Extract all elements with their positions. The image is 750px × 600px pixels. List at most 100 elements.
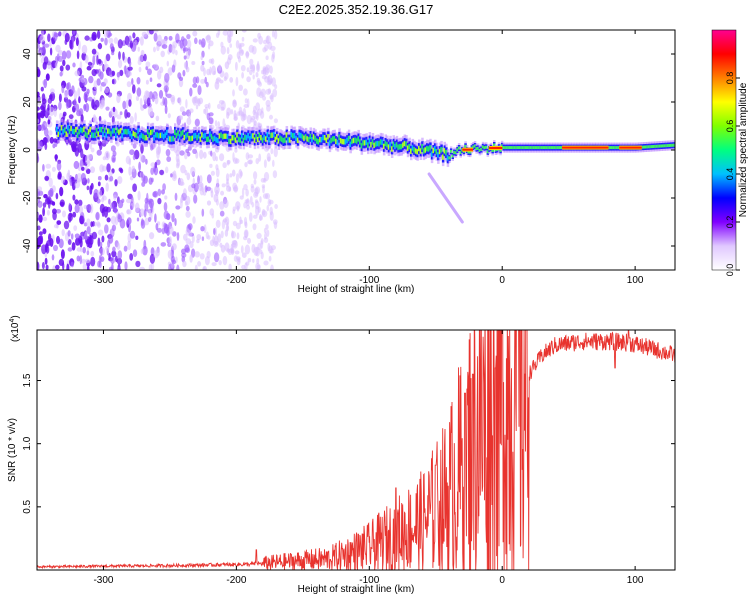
spectrogram-noise-cell	[251, 45, 257, 55]
spectrogram-noise-cell	[76, 110, 82, 117]
signal-core	[99, 126, 102, 133]
spectrogram-noise-cell	[245, 188, 249, 197]
signal-core	[426, 145, 429, 152]
spectrogram-noise-cell	[250, 185, 255, 193]
spectrogram-noise-cell	[109, 266, 113, 270]
spectrogram-noise-cell	[251, 243, 256, 253]
signal-core	[483, 146, 486, 150]
signal-core	[512, 146, 515, 150]
spectrogram-noise-cell	[247, 258, 252, 263]
signal-core	[663, 144, 667, 148]
spectrogram-noise-cell	[126, 209, 130, 215]
signal-core	[215, 137, 218, 143]
spectrogram-noise-cell	[86, 204, 92, 211]
spectrogram-noise-cell	[86, 226, 91, 235]
spectrogram-noise-cell	[86, 250, 90, 256]
signal-hot-core	[488, 147, 503, 149]
signal-core	[615, 146, 619, 150]
spectrogram-noise-cell	[243, 202, 247, 209]
signal-core	[499, 148, 502, 152]
signal-core	[445, 150, 448, 156]
spectrogram-noise-cell	[143, 175, 148, 184]
spectrogram-noise-cell	[192, 83, 198, 88]
signal-core	[646, 145, 649, 149]
spectrogram-noise-cell	[129, 253, 134, 261]
spectrogram-noise-cell	[45, 73, 50, 81]
spectrogram-noise-cell	[124, 65, 127, 75]
spectrogram-noise-cell	[274, 84, 278, 90]
spectrogram-noise-cell	[73, 98, 77, 108]
signal-core	[204, 132, 207, 139]
spectrogram-noise-cell	[219, 210, 225, 217]
signal-core	[290, 131, 293, 138]
signal-core	[242, 137, 246, 144]
spectrogram-noise-cell	[84, 155, 91, 165]
x-tick-label: 100	[627, 275, 644, 286]
spectrogram-noise-cell	[55, 264, 60, 270]
spectrogram-noise-cell	[58, 93, 62, 103]
spectrogram-noise-cell	[220, 190, 225, 196]
spectrogram-noise-cell	[68, 202, 72, 211]
spectrogram-noise-cell	[191, 234, 195, 243]
signal-core	[382, 143, 386, 150]
spectrogram-noise-cell	[253, 171, 258, 180]
signal-core	[392, 141, 395, 147]
spectrogram-noise-cell	[252, 109, 257, 115]
signal-core	[264, 136, 268, 142]
signal-core	[320, 137, 324, 143]
spectrogram-noise-cell	[62, 210, 66, 218]
spectrogram-noise-cell	[139, 266, 145, 270]
signal-core	[346, 137, 349, 144]
signal-core	[398, 144, 402, 150]
spectrogram-noise-cell	[135, 95, 140, 101]
spectrogram-noise-cell	[236, 232, 240, 240]
spectrogram-noise-cell	[231, 249, 235, 254]
spectrogram-noise-cell	[143, 208, 147, 218]
spectrogram-noise-cell	[148, 264, 153, 270]
signal-core	[274, 136, 277, 143]
spectrogram-noise-cell	[41, 102, 46, 111]
signal-core	[379, 139, 383, 145]
spectrogram-signal-track	[55, 118, 675, 224]
signal-core	[188, 135, 191, 142]
spectrogram-noise-cell	[165, 166, 169, 174]
spectrogram-noise-cell	[256, 232, 262, 239]
signal-core	[655, 144, 659, 148]
spectrogram-noise-cell	[239, 195, 244, 200]
spectrogram-noise-cell	[262, 95, 267, 101]
spectrogram-noise-cell	[262, 185, 265, 194]
spectrogram-noise-cell	[117, 266, 121, 270]
spectrogram-noise-cell	[155, 223, 159, 231]
signal-core	[341, 138, 344, 145]
spectrogram-noise-cell	[196, 234, 202, 241]
spectrogram-noise-cell	[56, 220, 62, 226]
snr-panel: -300 -200 -100 0 100 0.5 1.0 1.5 Height of str…	[7, 315, 676, 595]
spectrogram-noise-cell	[178, 97, 182, 106]
signal-core	[296, 137, 300, 143]
spectrogram-noise-cell	[170, 173, 173, 178]
spectrogram-noise-cell	[68, 114, 74, 120]
signal-hot-core	[462, 148, 473, 151]
signal-core	[660, 144, 663, 148]
spectrogram-noise-cell	[153, 46, 156, 53]
spectrogram-noise-cell	[264, 44, 269, 52]
spectrogram-noise-cell	[136, 217, 140, 222]
signal-core	[357, 136, 360, 142]
spectrogram-noise-cell	[271, 30, 275, 38]
spectrogram-noise-cell	[80, 77, 86, 83]
spectrogram-noise-cell	[160, 242, 167, 247]
signal-core	[145, 135, 148, 141]
snr-multiplier-exponent: 4	[9, 319, 16, 323]
signal-core	[75, 126, 78, 133]
signal-core	[502, 146, 505, 150]
signal-core	[322, 134, 325, 141]
signal-core	[335, 138, 338, 145]
spectrogram-noise-cell	[84, 258, 91, 264]
spectrogram-noise-cell	[252, 223, 257, 231]
spectrogram-noise-cell	[48, 130, 53, 136]
signal-core	[410, 148, 413, 154]
spectrogram-noise-cell	[232, 89, 235, 97]
spectrogram-noise-cell	[232, 99, 237, 108]
colorbar-ticks: 0.0 0.2 0.4 0.6 0.8	[725, 72, 740, 276]
spectrogram-noise-cell	[110, 202, 115, 210]
